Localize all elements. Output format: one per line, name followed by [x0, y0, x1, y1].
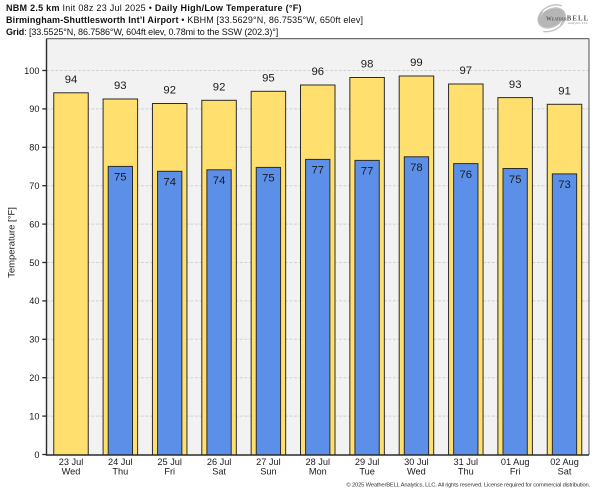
svg-text:28 Jul: 28 Jul — [306, 457, 331, 467]
svg-text:50: 50 — [29, 258, 39, 268]
svg-text:Wed: Wed — [407, 467, 426, 477]
svg-text:60: 60 — [29, 219, 39, 229]
svg-text:77: 77 — [361, 166, 374, 178]
svg-text:25 Jul: 25 Jul — [157, 457, 182, 467]
svg-text:99: 99 — [410, 57, 423, 69]
svg-text:Sat: Sat — [558, 467, 572, 477]
svg-text:Sat: Sat — [212, 467, 226, 477]
svg-text:93: 93 — [509, 79, 522, 91]
svg-text:75: 75 — [509, 174, 522, 186]
svg-text:30 Jul: 30 Jul — [404, 457, 429, 467]
svg-text:29 Jul: 29 Jul — [355, 457, 380, 467]
svg-text:24 Jul: 24 Jul — [108, 457, 133, 467]
svg-text:Thu: Thu — [112, 467, 128, 477]
svg-text:90: 90 — [29, 104, 39, 114]
svg-text:78: 78 — [410, 162, 423, 174]
svg-text:Mon: Mon — [309, 467, 327, 477]
svg-text:98: 98 — [361, 59, 374, 71]
svg-text:94: 94 — [65, 74, 78, 86]
svg-text:0: 0 — [34, 450, 39, 460]
svg-text:91: 91 — [558, 86, 571, 98]
svg-text:Tue: Tue — [359, 467, 375, 477]
svg-text:31 Jul: 31 Jul — [454, 457, 479, 467]
svg-text:23 Jul: 23 Jul — [59, 457, 84, 467]
svg-text:96: 96 — [312, 66, 325, 78]
svg-text:75: 75 — [114, 172, 127, 184]
svg-text:70: 70 — [29, 181, 39, 191]
svg-text:20: 20 — [29, 373, 39, 383]
svg-text:92: 92 — [163, 85, 176, 97]
svg-text:Thu: Thu — [458, 467, 474, 477]
svg-text:26 Jul: 26 Jul — [207, 457, 232, 467]
svg-text:77: 77 — [312, 165, 325, 177]
svg-text:Analytics LLC: Analytics LLC — [568, 21, 589, 25]
svg-text:80: 80 — [29, 143, 39, 153]
svg-text:93: 93 — [114, 80, 127, 92]
svg-text:75: 75 — [262, 173, 275, 185]
svg-text:Fri: Fri — [164, 467, 175, 477]
svg-text:74: 74 — [163, 177, 176, 189]
svg-text:Sun: Sun — [260, 467, 276, 477]
svg-text:10: 10 — [29, 411, 39, 421]
svg-text:WEATHERBELL: WEATHERBELL — [546, 15, 589, 22]
svg-text:92: 92 — [213, 82, 226, 94]
svg-text:74: 74 — [213, 175, 226, 187]
svg-text:76: 76 — [460, 169, 473, 181]
svg-text:73: 73 — [558, 179, 571, 191]
svg-text:100: 100 — [24, 66, 39, 76]
svg-text:Wed: Wed — [62, 467, 81, 477]
svg-text:30: 30 — [29, 335, 39, 345]
svg-text:40: 40 — [29, 296, 39, 306]
svg-text:27 Jul: 27 Jul — [256, 457, 281, 467]
svg-text:Temperature [°F]: Temperature [°F] — [7, 207, 18, 278]
svg-text:01 Aug: 01 Aug — [501, 457, 530, 467]
svg-text:02 Aug: 02 Aug — [550, 457, 579, 467]
svg-text:Fri: Fri — [510, 467, 521, 477]
svg-text:97: 97 — [460, 65, 473, 77]
svg-text:© 2025 WeatherBELL Analytics,: © 2025 WeatherBELL Analytics, LLC. All r… — [346, 481, 590, 488]
svg-text:95: 95 — [262, 73, 275, 85]
